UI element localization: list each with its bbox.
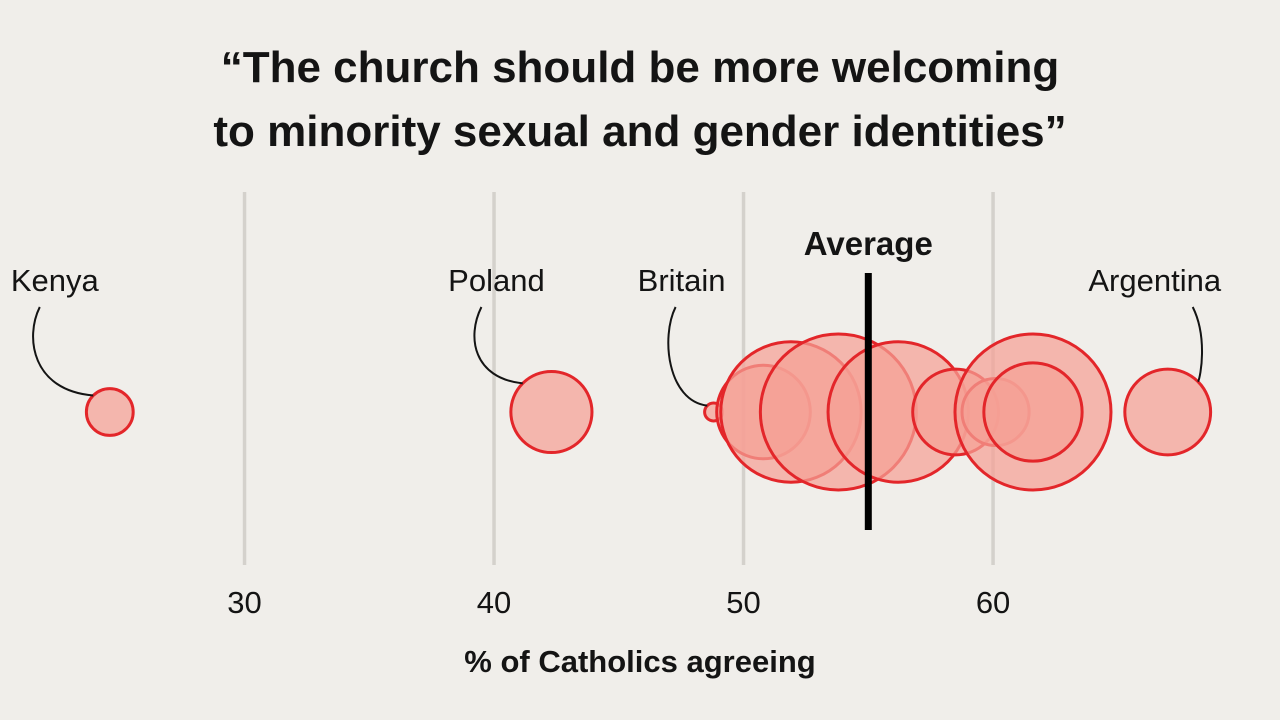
bubble-10 (982, 361, 1084, 463)
x-axis-label: % of Catholics agreeing (464, 644, 815, 679)
average-marker: Average (804, 225, 933, 530)
x-tick-label-40: 40 (477, 585, 511, 620)
x-tick-label-50: 50 (726, 585, 760, 620)
country-annotations: Kenya Poland Britain Argentina (11, 263, 1222, 407)
leader-britain (667, 306, 708, 407)
leader-argentina (1191, 306, 1203, 383)
bubble-poland (509, 369, 594, 455)
x-axis-ticks: 30 40 50 60 (227, 585, 1010, 620)
chart-title: “The church should be more welcoming to … (213, 43, 1066, 156)
x-tick-label-30: 30 (227, 585, 261, 620)
chart-title-line-2: to minority sexual and gender identities… (213, 107, 1066, 156)
average-label: Average (804, 225, 933, 262)
label-britain: Britain (638, 263, 726, 298)
chart-title-line-1: “The church should be more welcoming (221, 43, 1060, 92)
leader-poland (473, 306, 523, 385)
bubble-kenya (84, 387, 135, 437)
bubble-argentina (1123, 367, 1213, 457)
bubbles (84, 332, 1213, 492)
label-kenya: Kenya (11, 263, 100, 298)
leader-kenya (32, 306, 94, 397)
label-poland: Poland (448, 263, 545, 298)
label-argentina: Argentina (1088, 263, 1221, 298)
x-tick-label-60: 60 (976, 585, 1010, 620)
